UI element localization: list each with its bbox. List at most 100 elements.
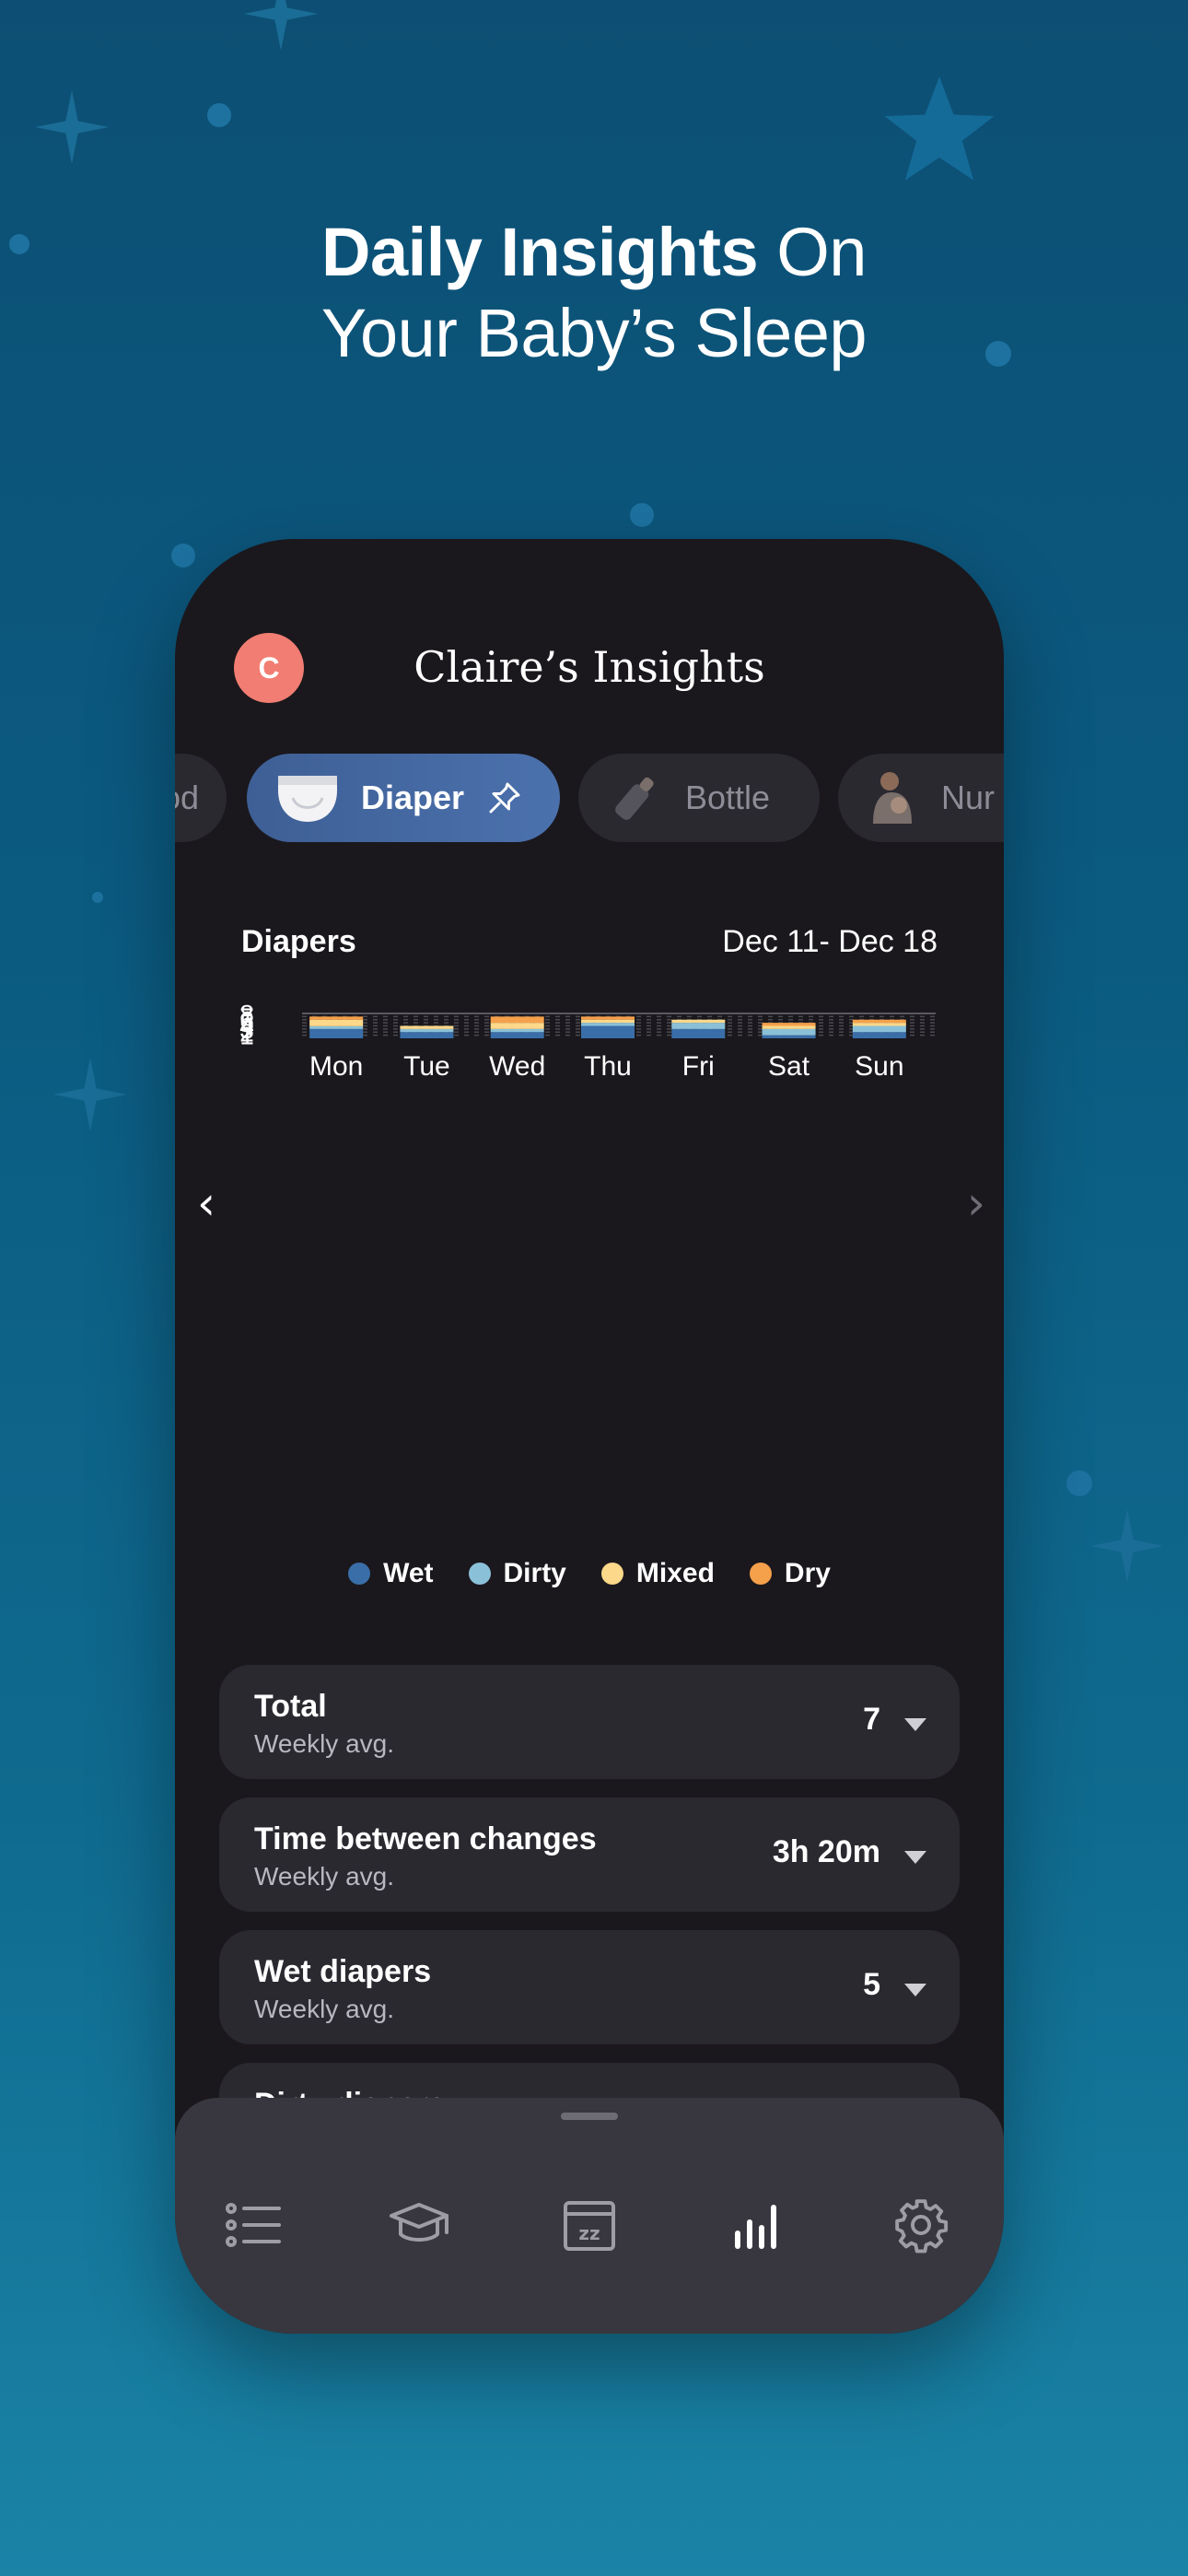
bar-segment-mixed[interactable] [762, 1025, 816, 1029]
legend-item-dry: Dry [749, 1558, 831, 1589]
bar-segment-dirty[interactable] [309, 1025, 364, 1029]
stat-value: 5 [863, 1967, 880, 2002]
bar-segment-dirty[interactable] [581, 1023, 635, 1026]
stat-value: 3h 20m [772, 1834, 880, 1869]
bottom-nav-sheet: zz [175, 2098, 1004, 2334]
stat-value: 7 [863, 1702, 880, 1737]
x-tick-label: Mon [309, 1051, 363, 1082]
legend-dot [468, 1563, 491, 1585]
chip-bottle[interactable]: Bottle [578, 754, 820, 842]
x-tick-label: Tue [403, 1051, 450, 1082]
avatar[interactable]: C [234, 633, 304, 703]
bar-segment-dirty[interactable] [400, 1028, 454, 1033]
nav-sleep-calendar-icon[interactable]: zz [553, 2188, 626, 2262]
y-tick-label: 3 [239, 1015, 254, 1044]
x-tick-label: Sun [855, 1051, 903, 1082]
bar-segment-dry[interactable] [852, 1019, 906, 1024]
legend-label: Dry [784, 1558, 831, 1588]
bar-segment-wet[interactable] [400, 1032, 454, 1038]
bar-segment-mixed[interactable] [671, 1019, 726, 1024]
sheet-handle[interactable] [561, 2113, 618, 2120]
stat-card-time-between[interactable]: Time between changes Weekly avg. 3h 20m [219, 1797, 960, 1912]
svg-text:zz: zz [578, 2222, 600, 2244]
star-decor [53, 1058, 127, 1131]
bar-segment-mixed[interactable] [852, 1023, 906, 1026]
x-tick-label: Sat [768, 1051, 810, 1082]
star-decor [35, 90, 109, 164]
legend-item-wet: Wet [348, 1558, 434, 1589]
bar-segment-wet[interactable] [852, 1032, 906, 1038]
y-tick-label: 7 [239, 1002, 254, 1031]
next-week-arrow[interactable]: › [967, 1177, 985, 1230]
prev-week-arrow[interactable]: ‹ [197, 1177, 215, 1230]
stat-card-total[interactable]: Total Weekly avg. 7 [219, 1665, 960, 1779]
legend-item-dirty: Dirty [468, 1558, 566, 1589]
legend-label: Dirty [503, 1558, 566, 1588]
bar-segment-mixed[interactable] [309, 1019, 364, 1026]
y-tick-label: 5 [239, 1009, 254, 1037]
phone-screen: C Claire’s Insights od Diaper Bottle N [175, 539, 1004, 2334]
chip-food[interactable]: od [175, 754, 227, 842]
bar-segment-dirty[interactable] [762, 1028, 816, 1036]
chip-label: Nur [941, 779, 996, 816]
stat-name: Time between changes [254, 1821, 597, 1856]
stat-sub: Weekly avg. [254, 1729, 394, 1758]
y-tick-label: 4 [239, 1013, 254, 1041]
headline-bold: Daily Insights [321, 214, 759, 290]
legend-label: Mixed [635, 1558, 715, 1588]
bar-segment-dirty[interactable] [490, 1028, 544, 1033]
legend-dot [348, 1563, 371, 1585]
chip-label: Diaper [361, 779, 465, 816]
bar-segment-dry[interactable] [490, 1016, 544, 1024]
chip-label: od [175, 779, 199, 816]
y-tick-label: 8 [239, 1000, 254, 1028]
legend-dot [749, 1563, 772, 1585]
legend-label: Wet [383, 1558, 434, 1588]
chart-header: Diapers Dec 11- Dec 18 [241, 924, 938, 970]
pin-icon[interactable] [488, 781, 521, 814]
headline: Daily Insights On Your Baby’s Sleep [0, 212, 1188, 374]
caret-down-icon[interactable] [904, 1851, 926, 1864]
x-tick-label: Thu [584, 1051, 632, 1082]
stat-name: Total [254, 1689, 327, 1724]
bar-segment-mixed[interactable] [490, 1023, 544, 1029]
chart-legend: Wet Dirty Mixed Dry [175, 1558, 1004, 1589]
tab-bar: zz [175, 2188, 1004, 2262]
chip-diaper[interactable]: Diaper [247, 754, 560, 842]
diaper-icon [274, 770, 341, 825]
bar-segment-wet[interactable] [581, 1025, 635, 1039]
bar-segment-dirty[interactable] [671, 1023, 726, 1029]
stat-sub: Weekly avg. [254, 1995, 394, 2023]
bar-segment-dry[interactable] [309, 1016, 364, 1020]
nav-insights-icon[interactable] [718, 2188, 792, 2262]
bar-segment-wet[interactable] [309, 1028, 364, 1038]
bar-segment-wet[interactable] [762, 1035, 816, 1038]
bar-segment-dirty[interactable] [852, 1025, 906, 1033]
headline-line-2: Your Baby’s Sleep [320, 295, 868, 371]
nav-settings-icon[interactable] [884, 2188, 958, 2262]
headline-light: On [776, 214, 867, 290]
category-chips: od Diaper Bottle Nur [175, 754, 1004, 842]
nav-list-icon[interactable] [217, 2188, 291, 2262]
chip-label: Bottle [685, 779, 771, 816]
chart-title: Diapers [241, 924, 356, 959]
stat-sub: Weekly avg. [254, 1862, 394, 1891]
star-decor [1090, 1509, 1164, 1583]
bar-segment-mixed[interactable] [581, 1019, 635, 1024]
bar-segment-mixed[interactable] [400, 1025, 454, 1029]
bar-segment-dry[interactable] [581, 1016, 635, 1020]
stat-name: Wet diapers [254, 1954, 432, 1989]
y-tick-label: 1 [239, 1022, 254, 1050]
bar-segment-dry[interactable] [762, 1023, 816, 1026]
legend-dot [600, 1563, 623, 1585]
nav-learn-icon[interactable] [383, 2188, 457, 2262]
stat-card-wet[interactable]: Wet diapers Weekly avg. 5 [219, 1930, 960, 2044]
caret-down-icon[interactable] [904, 1718, 926, 1731]
caret-down-icon[interactable] [904, 1984, 926, 1996]
date-range[interactable]: Dec 11- Dec 18 [722, 924, 938, 959]
bar-segment-wet[interactable] [490, 1032, 544, 1038]
y-tick-label: 2 [239, 1018, 254, 1047]
chip-nursing[interactable]: Nur [838, 754, 1004, 842]
bar-segment-wet[interactable] [671, 1028, 726, 1038]
